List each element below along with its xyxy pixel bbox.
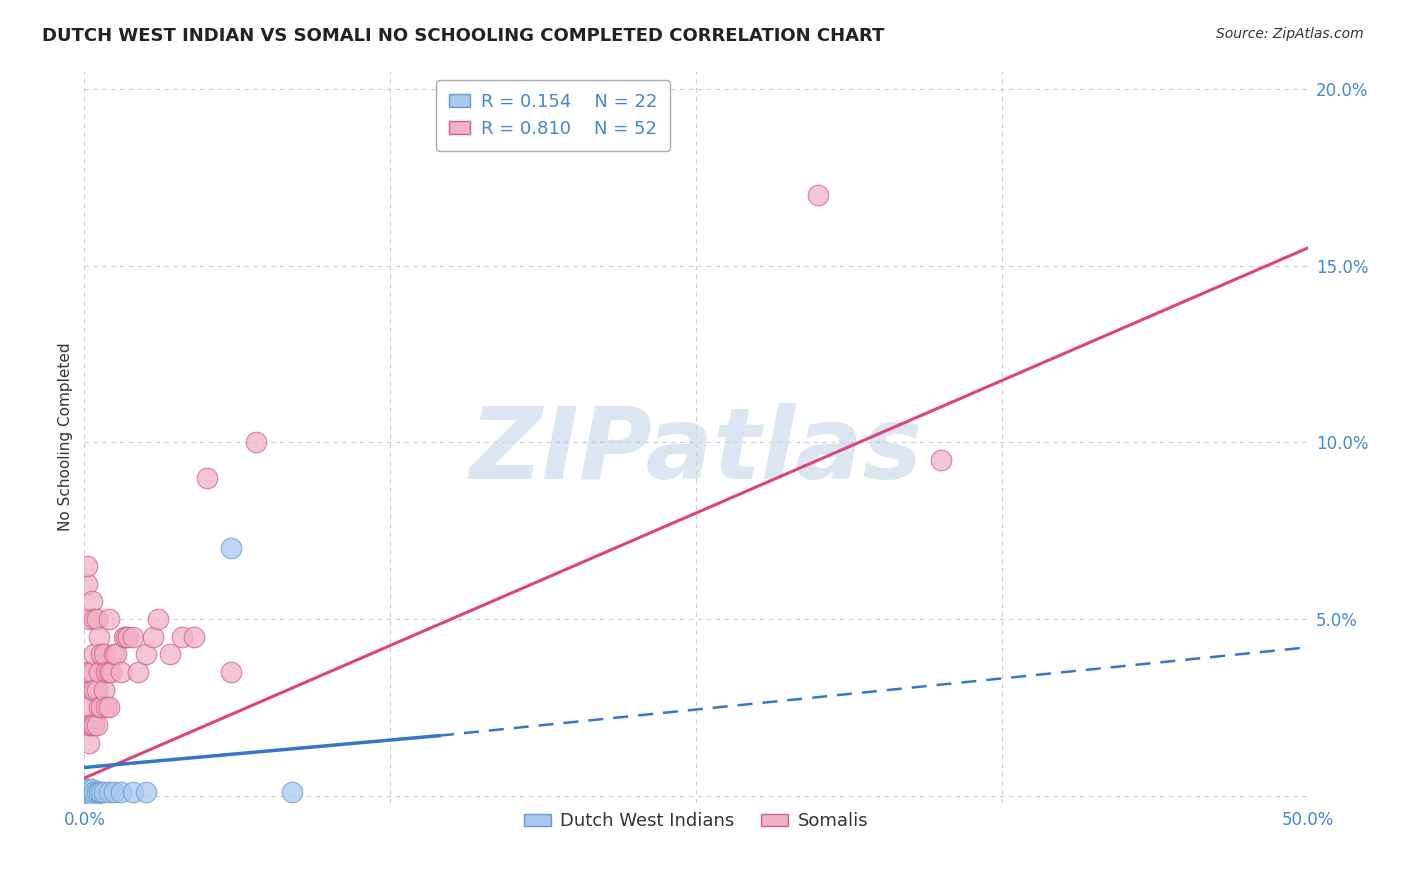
Point (146, 612, 169, 626)
Point (76, 665, 98, 679)
Point (80, 665, 103, 679)
Point (80, 785, 103, 799)
Point (97, 785, 120, 799)
Point (87, 785, 110, 799)
Point (135, 785, 157, 799)
Point (83, 612, 105, 626)
Point (183, 630, 205, 644)
Point (103, 785, 125, 799)
Point (83, 648, 105, 662)
Point (929, 453, 952, 467)
Point (219, 541, 242, 556)
Point (77, 718, 100, 732)
Point (76, 559, 98, 574)
Text: ZIPatlas: ZIPatlas (470, 403, 922, 500)
Point (83, 785, 105, 799)
Point (93, 785, 115, 799)
Point (86, 682, 108, 697)
Point (195, 471, 218, 485)
Point (135, 648, 157, 662)
Point (110, 665, 132, 679)
Point (80, 594, 103, 608)
Point (87, 665, 110, 679)
Point (110, 785, 132, 799)
Point (96, 665, 118, 679)
Point (76, 700, 98, 714)
Point (96, 700, 118, 714)
Point (77, 736, 100, 750)
Point (86, 718, 108, 732)
Point (172, 630, 194, 644)
Point (90, 785, 112, 799)
Point (122, 785, 145, 799)
Point (245, 435, 267, 450)
Point (77, 789, 100, 803)
Point (80, 789, 103, 803)
Point (80, 682, 103, 697)
Point (86, 785, 108, 799)
Point (83, 789, 105, 803)
Legend: Dutch West Indians, Somalis: Dutch West Indians, Somalis (516, 805, 876, 838)
Point (219, 665, 242, 679)
Point (117, 630, 139, 644)
Point (807, 188, 830, 202)
Point (112, 630, 135, 644)
Point (86, 612, 108, 626)
Point (281, 785, 304, 799)
Point (97, 665, 120, 679)
Point (77, 781, 100, 796)
Point (83, 682, 105, 697)
Point (93, 648, 115, 662)
Point (76, 781, 98, 796)
Point (77, 612, 100, 626)
Point (87, 700, 110, 714)
Point (87, 630, 110, 644)
Point (77, 785, 100, 799)
Point (100, 665, 122, 679)
Text: DUTCH WEST INDIAN VS SOMALI NO SCHOOLING COMPLETED CORRELATION CHART: DUTCH WEST INDIAN VS SOMALI NO SCHOOLING… (42, 27, 884, 45)
Point (115, 630, 138, 644)
Point (142, 630, 165, 644)
Point (90, 700, 112, 714)
Point (97, 612, 120, 626)
Point (76, 576, 98, 591)
Point (76, 789, 98, 803)
Point (80, 781, 103, 796)
Point (159, 648, 181, 662)
Point (90, 648, 112, 662)
Point (76, 718, 98, 732)
Point (80, 718, 103, 732)
Text: Source: ZipAtlas.com: Source: ZipAtlas.com (1216, 27, 1364, 41)
Point (83, 718, 105, 732)
Point (93, 682, 115, 697)
Point (77, 665, 100, 679)
Point (76, 785, 98, 799)
Point (127, 665, 149, 679)
Y-axis label: No Schooling Completed: No Schooling Completed (58, 343, 73, 532)
Point (105, 648, 128, 662)
Point (97, 700, 120, 714)
Point (122, 630, 145, 644)
Point (103, 648, 125, 662)
